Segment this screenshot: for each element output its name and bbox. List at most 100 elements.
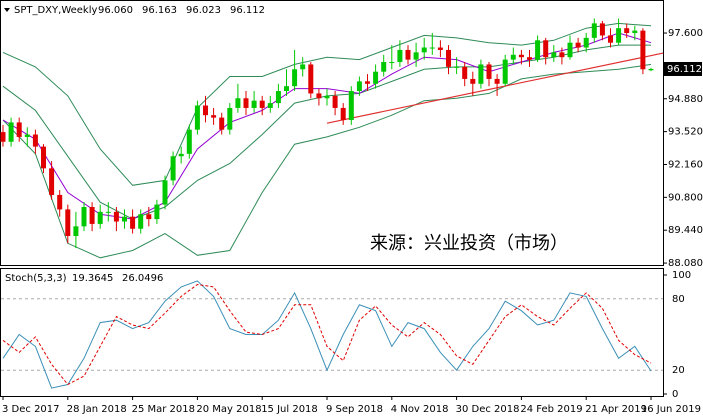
candle-body <box>437 47 443 50</box>
x-tick-label: 4 Nov 2018 <box>391 404 449 415</box>
candle-body <box>113 211 119 222</box>
candle-body <box>405 49 411 60</box>
candle-body <box>73 226 79 237</box>
candle-body <box>324 95 330 99</box>
candle-body <box>518 54 524 58</box>
candle-body <box>413 52 419 60</box>
candle-body <box>397 49 403 63</box>
ohlc-label: 96.023 <box>186 5 221 16</box>
candle-body <box>470 78 476 84</box>
candle-body <box>332 95 338 108</box>
candle-body <box>170 156 176 181</box>
bollinger-upper <box>2 22 652 186</box>
candle-body <box>178 153 184 157</box>
candle-body <box>543 40 549 58</box>
y-tick-label: 92.160 <box>668 159 703 170</box>
candle-body <box>308 64 314 94</box>
candle-body <box>648 68 654 71</box>
candle-body <box>632 30 638 34</box>
y-tick-label: 80 <box>672 294 685 305</box>
x-tick-label: 28 Jan 2018 <box>67 404 127 415</box>
candle-body <box>259 100 265 108</box>
y-tick-label: 0 <box>672 389 678 400</box>
candle-body <box>186 129 192 154</box>
price-marker <box>664 61 702 76</box>
candle-body <box>365 81 370 84</box>
candle-body <box>57 194 63 210</box>
x-tick-label: 25 Mar 2018 <box>132 404 195 415</box>
candle-body <box>32 134 38 147</box>
candle-body <box>599 23 605 36</box>
candle-body <box>316 93 322 99</box>
candle-body <box>421 47 427 53</box>
candle-body <box>462 66 468 79</box>
candle-body <box>81 207 87 227</box>
candle-body <box>203 105 208 116</box>
y-tick-label: 89.440 <box>668 225 703 236</box>
price-marker-label: 96.112 <box>667 64 702 75</box>
candle-body <box>300 64 306 70</box>
candle-body <box>97 211 103 224</box>
candle-body <box>559 52 565 58</box>
candle-body <box>284 86 289 92</box>
y-tick-label: 94.880 <box>668 94 703 105</box>
ohlc-label: 96.060 <box>98 5 133 16</box>
candle-body <box>146 214 152 220</box>
x-tick-label: 21 Apr 2019 <box>585 404 647 415</box>
candle-body <box>583 37 589 48</box>
x-tick-label: 3 Dec 2017 <box>2 404 60 415</box>
candle-body <box>65 209 71 237</box>
candle-body <box>535 40 541 60</box>
candle-body <box>494 78 500 84</box>
candle-body <box>41 146 46 169</box>
candle-body <box>567 42 573 58</box>
stoch-line <box>2 283 652 386</box>
candle-body <box>381 62 387 72</box>
candle-body <box>486 64 492 79</box>
candle-body <box>640 30 646 70</box>
candle-body <box>340 107 346 121</box>
stoch-value-label: 19.3645 <box>72 273 113 284</box>
bollinger-lower <box>2 63 652 259</box>
ohlc-label: 96.163 <box>142 5 177 16</box>
x-tick-label: 15 Jul 2018 <box>261 404 318 415</box>
candle-body <box>16 122 22 137</box>
bollinger-middle <box>2 44 651 220</box>
y-tick-label: 100 <box>672 270 691 281</box>
candle-body <box>0 132 6 142</box>
candle-body <box>373 71 379 84</box>
y-tick-label: 93.520 <box>668 127 703 138</box>
candle-body <box>49 168 55 195</box>
candle-body <box>211 115 217 118</box>
candle-body <box>162 180 168 205</box>
candle-body <box>122 216 127 222</box>
candle-body <box>478 64 484 84</box>
candle-body <box>356 81 362 92</box>
candle-body <box>219 117 225 130</box>
candle-body <box>502 59 508 84</box>
candle-body <box>551 52 557 58</box>
x-tick-label: 20 May 2018 <box>196 404 261 415</box>
candle-body <box>251 100 257 108</box>
candle-body <box>624 28 630 34</box>
stoch-value-label: 26.0496 <box>122 273 163 284</box>
candle-body <box>591 23 597 38</box>
candle-body <box>227 107 233 130</box>
candle-body <box>616 28 622 43</box>
candle-body <box>105 211 111 213</box>
stoch-line <box>2 280 652 389</box>
candle-body <box>527 57 532 60</box>
candle-body <box>138 214 144 229</box>
candle-body <box>24 134 30 137</box>
candle-body <box>608 35 613 43</box>
trendline <box>326 52 664 124</box>
moving-average <box>2 32 652 220</box>
x-tick-label: 24 Feb 2019 <box>520 404 582 415</box>
candle-body <box>510 54 516 60</box>
candle-body <box>454 66 460 68</box>
chart-title: SPT_DXY,Weekly <box>14 5 98 16</box>
x-tick-label: 9 Sep 2018 <box>326 404 383 415</box>
candle-body <box>389 62 395 64</box>
candle-body <box>267 103 273 108</box>
candle-body <box>235 98 241 108</box>
